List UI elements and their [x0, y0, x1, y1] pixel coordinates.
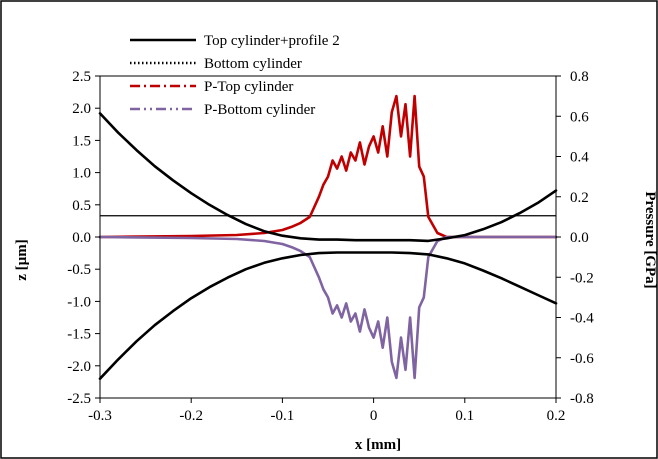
legend-label-3: P-Bottom cylinder [204, 102, 315, 118]
y2-tick-label: -0.4 [570, 311, 594, 327]
series-line-3 [98, 235, 558, 380]
y-tick-label: -0.5 [67, 262, 91, 278]
y2-tick-label: 0.2 [570, 190, 589, 206]
y2-tick-label: -0.8 [570, 391, 594, 407]
y-tick-label: 0.5 [72, 198, 91, 214]
legend-label-2: P-Top cylinder [204, 79, 293, 95]
legend: Top cylinder+profile 2 Bottom cylinder P-T… [130, 33, 340, 118]
y2-tick-label: 0.8 [570, 69, 589, 85]
y2-axis-title: Pressure [GPa] [642, 191, 658, 288]
y-tick-label: -2.5 [67, 391, 91, 407]
y-tick-label: 1.5 [72, 133, 91, 149]
y2-tick-label: -0.6 [570, 351, 594, 367]
y-tick-label: -1.0 [67, 294, 91, 310]
y2-tick-label: 0.6 [570, 109, 589, 125]
x-axis-title: x [mm] [355, 437, 401, 453]
y2-tick-label: 0.4 [570, 150, 589, 166]
series-line-2 [98, 94, 558, 239]
y-tick-label: 1.0 [72, 166, 91, 182]
y-tick-label: 0.0 [72, 230, 91, 246]
y-tick-label: -1.5 [67, 327, 91, 343]
y2-tick-label: -0.2 [570, 270, 594, 286]
series-line-0 [98, 112, 558, 243]
x-tick-label: -0.3 [88, 408, 112, 424]
series-line-1 [98, 251, 558, 381]
plot-area [98, 94, 558, 381]
x-tick-label: 0.1 [455, 408, 474, 424]
legend-label-1: Bottom cylinder [204, 56, 302, 72]
legend-label-0: Top cylinder+profile 2 [204, 33, 340, 49]
y-axis-title: z [µm] [14, 239, 30, 281]
y-tick-label: 2.5 [72, 69, 91, 85]
x-tick-label: -0.1 [271, 408, 295, 424]
axes: 2.5 2.0 1.5 1.0 0.5 0.0 -0.5 -1.0 -1.5 -2.0 -2.5 0.… [67, 69, 594, 424]
x-tick-label: -0.2 [179, 408, 203, 424]
x-tick-label: 0.2 [547, 408, 566, 424]
y-tick-label: -2.0 [67, 359, 91, 375]
x-tick-label: 0 [370, 408, 378, 424]
y-tick-label: 2.0 [72, 101, 91, 117]
y2-tick-label: 0.0 [570, 230, 589, 246]
